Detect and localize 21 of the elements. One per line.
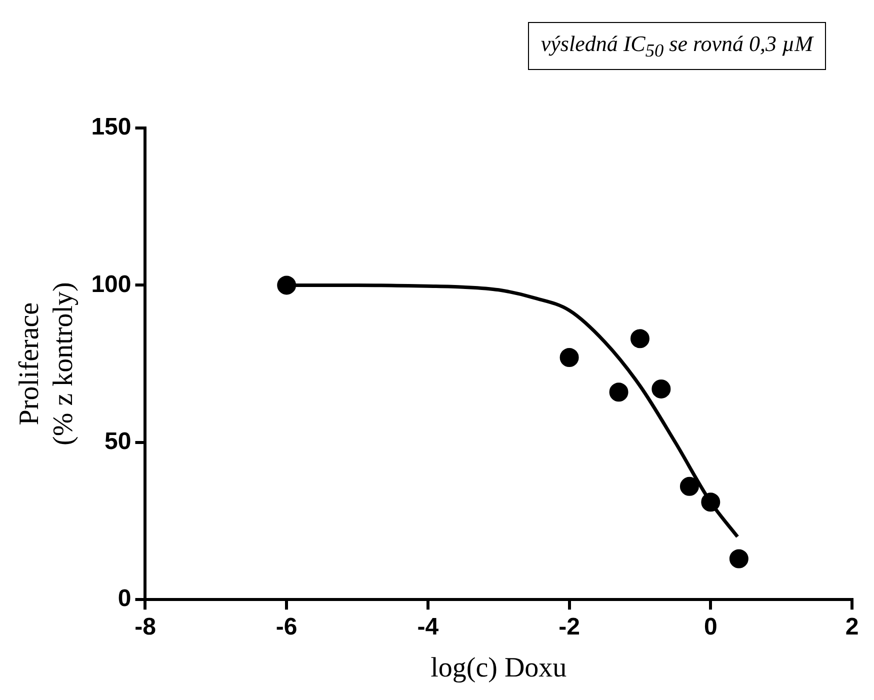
x-tick-label: 2	[845, 614, 859, 641]
point	[729, 549, 748, 568]
y-tick-label: 0	[118, 585, 132, 612]
y-tick-label: 50	[104, 428, 132, 456]
point	[701, 492, 720, 512]
point	[609, 382, 628, 402]
text: výsledná IC$_{50}$ se rovná 0,3 µM	[528, 22, 826, 70]
x-tick-label: 0	[704, 614, 718, 641]
point	[560, 348, 579, 368]
x-axis-title: log(c) Doxu	[430, 652, 567, 684]
point	[277, 276, 296, 295]
x-tick-label: -2	[558, 614, 580, 641]
point	[652, 379, 671, 398]
y-tick-label: 150	[91, 114, 132, 141]
point	[630, 329, 650, 348]
x-tick-label: -6	[276, 614, 298, 641]
y-axis-title: Proliferace (% z kontroly)	[14, 282, 79, 446]
x-tick-label: -4	[417, 614, 440, 641]
y-tick-label: 100	[91, 270, 132, 298]
x-tick-label: -8	[134, 614, 156, 641]
point	[680, 476, 699, 496]
